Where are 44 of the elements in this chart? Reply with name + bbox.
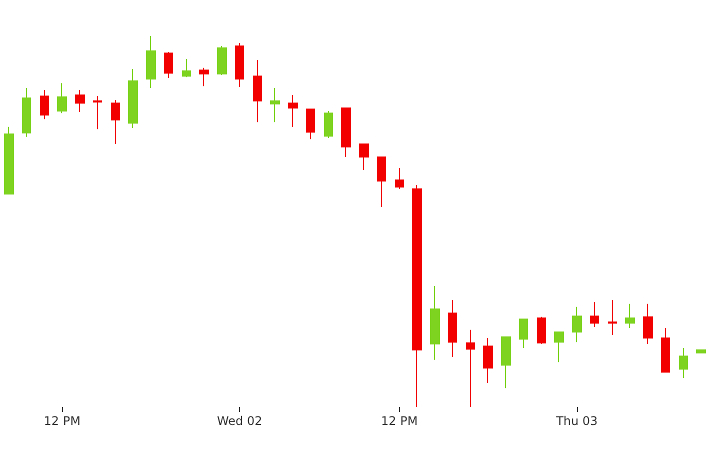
candlestick bbox=[146, 36, 156, 88]
candlestick bbox=[341, 107, 351, 158]
candlestick bbox=[128, 68, 138, 129]
x-tick-label: Wed 02 bbox=[217, 414, 262, 428]
candlestick bbox=[448, 300, 457, 358]
candlestick bbox=[164, 51, 173, 78]
candlestick bbox=[608, 300, 617, 336]
candlestick bbox=[235, 42, 244, 88]
candlestick bbox=[182, 58, 191, 78]
candlestick bbox=[377, 156, 386, 208]
candlestick bbox=[111, 100, 120, 144]
candlestick bbox=[93, 96, 102, 130]
candlestick bbox=[57, 82, 67, 114]
candlestick bbox=[270, 87, 280, 123]
candlestick bbox=[22, 87, 31, 138]
candlestick bbox=[359, 143, 369, 170]
candlestick bbox=[253, 60, 262, 123]
x-tick-label: 12 PM bbox=[44, 414, 80, 428]
candlestick bbox=[75, 90, 85, 113]
candlestick bbox=[590, 302, 599, 328]
candlestick bbox=[679, 348, 688, 379]
candlestick bbox=[572, 306, 582, 343]
x-tick-label: 12 PM bbox=[381, 414, 418, 428]
candlestick bbox=[625, 303, 635, 328]
candlestick bbox=[661, 327, 670, 373]
candlestick bbox=[324, 110, 333, 139]
candlestick bbox=[4, 126, 14, 195]
candlestick bbox=[483, 337, 493, 384]
candlestick bbox=[554, 332, 564, 363]
candlestick bbox=[519, 318, 528, 349]
candlestick bbox=[537, 316, 546, 344]
candlestick bbox=[306, 108, 315, 140]
candlestick bbox=[696, 349, 706, 354]
candlestick bbox=[288, 94, 298, 128]
candlestick bbox=[643, 303, 653, 344]
candlestick bbox=[40, 90, 49, 120]
x-tick-label: Thu 03 bbox=[555, 414, 598, 428]
candlestick bbox=[199, 67, 209, 87]
candlestick bbox=[412, 184, 422, 408]
candlestick bbox=[395, 168, 404, 190]
candlestick bbox=[466, 329, 475, 408]
candlestick bbox=[501, 336, 511, 389]
candlestick bbox=[430, 286, 440, 360]
candlestick bbox=[217, 46, 227, 76]
